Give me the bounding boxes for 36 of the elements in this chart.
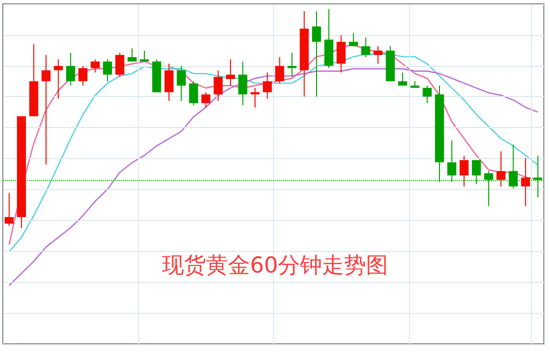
candlestick [484,170,494,207]
candlestick [4,192,14,226]
candlestick [250,87,260,108]
candlestick [103,58,112,82]
candlestick [447,140,456,183]
candlestick [201,92,210,108]
candlestick [336,34,346,73]
candlestick [521,157,530,207]
candlestick [164,63,174,102]
candlestick [533,155,542,198]
candlestick [275,56,284,84]
candlestick [472,160,481,185]
candlestick [54,58,63,100]
candlestick [78,65,88,86]
candlestick [348,32,358,47]
candlestick [66,52,76,86]
candlestick [460,155,469,187]
candlestick [176,65,186,102]
candlestick [374,46,383,64]
candlestick [238,61,248,106]
candlestick [508,144,518,190]
candlestick [42,54,51,165]
candlestick [90,58,100,73]
candlestick [398,72,408,86]
candlestick [262,72,272,100]
candlestick [496,150,506,187]
candlestick [312,10,322,98]
text: 现货黄金60分钟走势图 [162,254,388,278]
candlestick [287,52,296,78]
candlestick [422,85,432,104]
candlestick [128,48,137,62]
candlestick [115,52,124,78]
candlestick [226,58,235,86]
candlestick [189,80,198,106]
candlestick [361,36,370,58]
candlestick [214,70,223,102]
